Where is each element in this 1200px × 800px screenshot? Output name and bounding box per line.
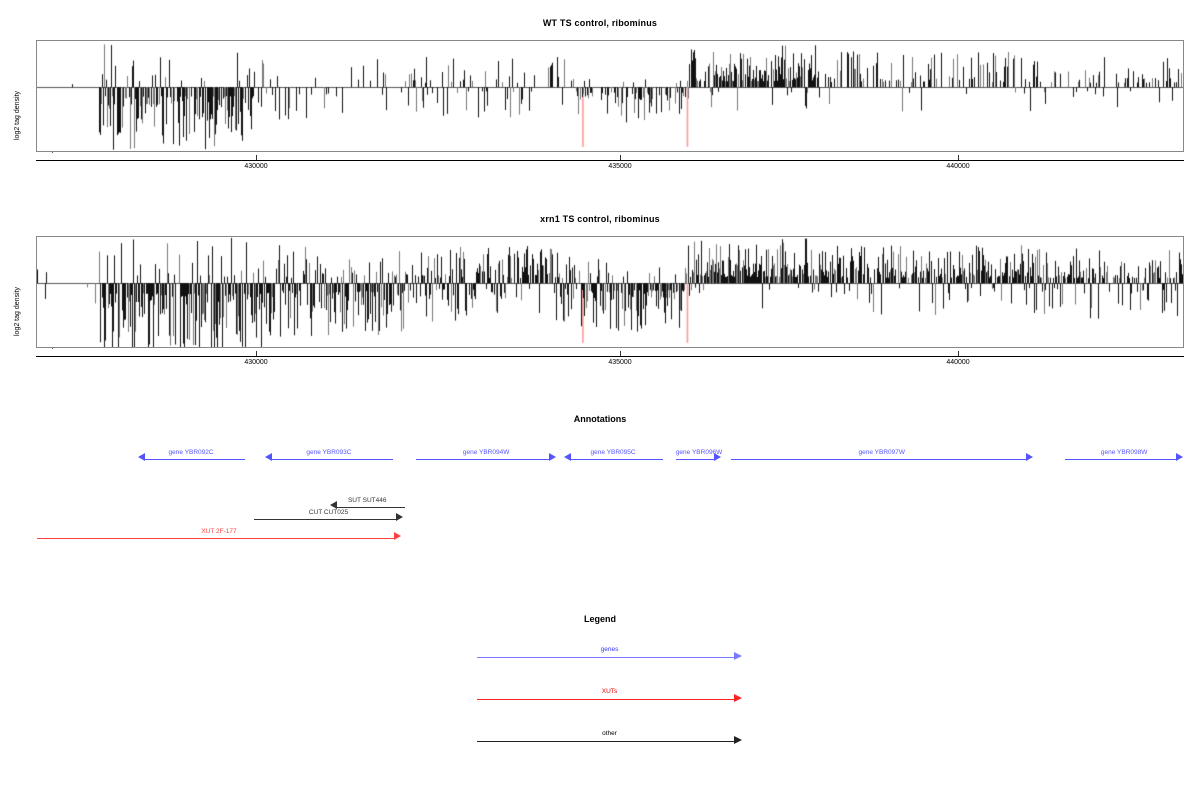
x-tick-label-wt-0: 430000 bbox=[244, 163, 268, 170]
legend-item-other[interactable]: other bbox=[477, 729, 742, 747]
arrow-left-icon bbox=[563, 453, 571, 461]
x-tick-mark-xrn1-2 bbox=[958, 351, 959, 356]
annotation-feature-label: gene YBR095C bbox=[590, 449, 636, 456]
annotation-feature-line bbox=[416, 459, 551, 460]
legend-item-line bbox=[477, 657, 735, 658]
legend-title: Legend bbox=[583, 614, 616, 624]
y-axis-label-xrn1: log2 tag density bbox=[14, 286, 21, 336]
x-axis-line-wt bbox=[36, 160, 1184, 161]
x-tick-label-xrn1-1: 435000 bbox=[608, 359, 632, 366]
annotation-feature-line bbox=[568, 459, 663, 460]
x-tick-label-wt-2: 440000 bbox=[946, 163, 970, 170]
x-tick-mark-xrn1-0 bbox=[256, 351, 257, 356]
annotation-feature-line bbox=[37, 538, 396, 539]
annotation-feature-gene-ybr092c[interactable]: gene YBR092C bbox=[137, 448, 245, 464]
panel-title-wt: WT TS control, ribominus bbox=[542, 18, 658, 28]
arrow-right-icon bbox=[1175, 453, 1183, 461]
annotation-feature-label: gene YBR092C bbox=[168, 449, 214, 456]
annotation-feature-label: gene YBR097W bbox=[858, 449, 906, 456]
arrow-right-icon bbox=[1025, 453, 1033, 461]
x-tick-label-xrn1-2: 440000 bbox=[946, 359, 970, 366]
tag-density-track-xrn1 bbox=[37, 237, 1183, 347]
annotation-feature-line bbox=[142, 459, 245, 460]
arrow-right-icon bbox=[393, 532, 401, 540]
annotation-feature-xut-2f-177[interactable]: XUT 2F-177 bbox=[37, 527, 401, 543]
arrow-right-icon bbox=[734, 652, 742, 660]
legend-item-xuts[interactable]: XUTs bbox=[477, 687, 742, 705]
annotation-feature-gene-ybr096w[interactable]: gene YBR096W bbox=[675, 448, 723, 464]
annotation-feature-label: gene YBR098W bbox=[1100, 449, 1148, 456]
annotation-feature-line bbox=[334, 507, 405, 508]
annotation-feature-label: CUT CUT025 bbox=[308, 509, 349, 516]
arrow-left-icon bbox=[264, 453, 272, 461]
legend-item-label: genes bbox=[600, 646, 619, 653]
legend-item-label: XUTs bbox=[601, 688, 618, 695]
arrow-left-icon bbox=[137, 453, 145, 461]
panel-title-xrn1: xrn1 TS control, ribominus bbox=[540, 214, 660, 224]
x-axis-line-xrn1 bbox=[36, 356, 1184, 357]
arrow-right-icon bbox=[714, 453, 722, 461]
x-tick-label-wt-1: 435000 bbox=[608, 163, 632, 170]
annotation-feature-line bbox=[269, 459, 394, 460]
arrow-right-icon bbox=[734, 694, 742, 702]
legend-item-label: other bbox=[602, 730, 617, 737]
legend-item-line bbox=[477, 741, 735, 742]
annotation-feature-line bbox=[253, 519, 399, 520]
annotation-feature-gene-ybr094w[interactable]: gene YBR094W bbox=[416, 448, 556, 464]
legend-item-line bbox=[477, 699, 735, 700]
annotations-title: Annotations bbox=[573, 414, 627, 424]
annotation-feature-label: XUT 2F-177 bbox=[201, 528, 237, 535]
annotation-feature-line bbox=[675, 459, 717, 460]
y-axis-label-wt: log2 tag density bbox=[14, 90, 21, 140]
arrow-right-icon bbox=[396, 513, 404, 521]
x-tick-mark-wt-1 bbox=[620, 155, 621, 160]
legend-item-genes[interactable]: genes bbox=[477, 645, 742, 663]
annotation-feature-sut-sut446[interactable]: SUT SUT446 bbox=[329, 496, 405, 512]
annotation-feature-label: gene YBR093C bbox=[306, 449, 352, 456]
arrow-right-icon bbox=[548, 453, 556, 461]
annotation-feature-gene-ybr095c[interactable]: gene YBR095C bbox=[563, 448, 663, 464]
annotation-feature-gene-ybr097w[interactable]: gene YBR097W bbox=[730, 448, 1033, 464]
annotation-feature-line bbox=[730, 459, 1028, 460]
x-tick-mark-wt-0 bbox=[256, 155, 257, 160]
annotation-feature-label: gene YBR094W bbox=[462, 449, 510, 456]
annotation-feature-label: SUT SUT446 bbox=[347, 497, 387, 504]
annotation-feature-gene-ybr098w[interactable]: gene YBR098W bbox=[1065, 448, 1183, 464]
annotation-feature-line bbox=[1065, 459, 1178, 460]
arrow-right-icon bbox=[734, 736, 742, 744]
x-tick-label-xrn1-0: 430000 bbox=[244, 359, 268, 366]
annotation-feature-cut-cut025[interactable]: CUT CUT025 bbox=[253, 508, 404, 524]
x-tick-mark-xrn1-1 bbox=[620, 351, 621, 356]
tag-density-track-wt bbox=[37, 41, 1183, 151]
annotation-feature-gene-ybr093c[interactable]: gene YBR093C bbox=[264, 448, 394, 464]
arrow-left-icon bbox=[329, 501, 337, 509]
annotation-feature-label: gene YBR096W bbox=[675, 449, 723, 456]
x-tick-mark-wt-2 bbox=[958, 155, 959, 160]
